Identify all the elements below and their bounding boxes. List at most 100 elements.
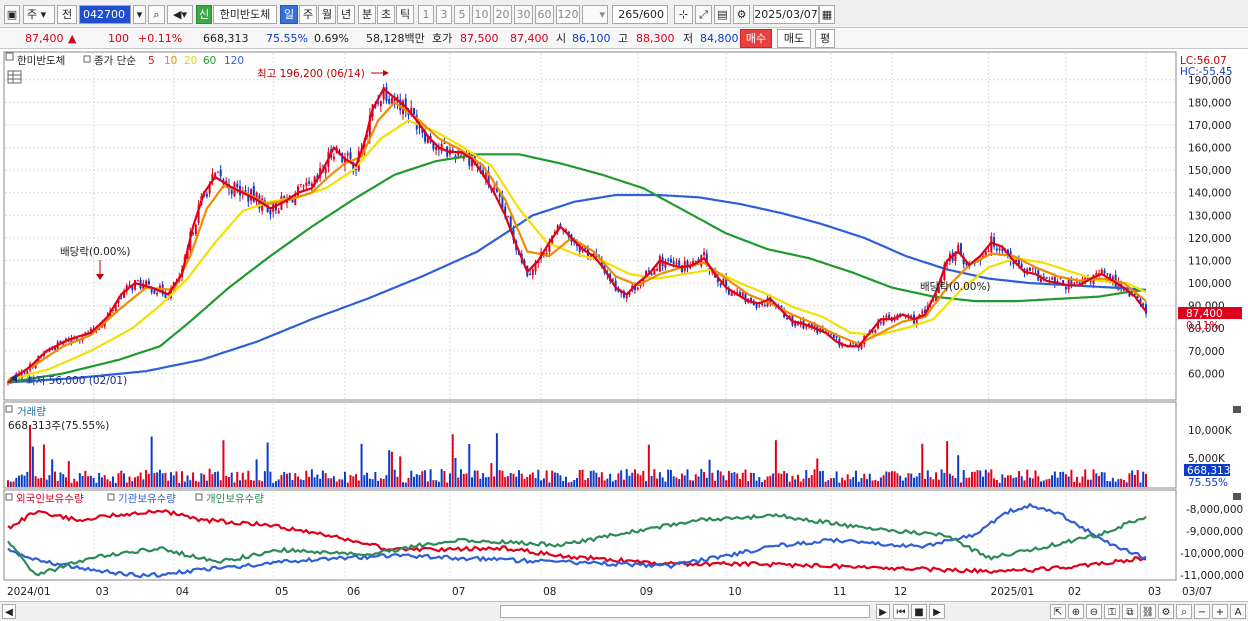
candle-body (1073, 282, 1076, 284)
volume-bar (910, 473, 913, 487)
holdings-close-icon[interactable] (1233, 493, 1241, 500)
scroll-thumb[interactable] (500, 605, 870, 618)
candle-body (493, 187, 496, 190)
volume-bar (468, 444, 471, 487)
plus-icon[interactable]: + (1212, 604, 1228, 619)
count-60[interactable]: 60 (535, 5, 554, 24)
candle-body (979, 260, 982, 262)
volume-bar (1006, 475, 1009, 487)
retail-menu-icon[interactable] (195, 493, 203, 501)
rewind-icon[interactable]: ⏮ (893, 604, 909, 619)
candle-body (1040, 278, 1043, 283)
candle-body (305, 182, 308, 186)
copy-icon[interactable]: ⧉ (1122, 604, 1138, 619)
volume-bar (620, 470, 623, 487)
candle-body (308, 181, 311, 184)
period-tick[interactable]: 틱 (396, 5, 414, 24)
period-month[interactable]: 월 (318, 5, 336, 24)
x-tick-label: 10 (728, 586, 741, 598)
volume-bar (664, 481, 667, 487)
scroll-left-icon[interactable]: ◀ (2, 604, 16, 619)
draw-tool-icon[interactable]: ⤢ (695, 5, 712, 24)
date-input[interactable]: 2025/03/07 (753, 5, 819, 24)
candle-body (53, 347, 56, 350)
save-icon[interactable]: ▤ (714, 5, 731, 24)
zoom-in-icon[interactable]: ⊕ (1068, 604, 1084, 619)
volume-bar (819, 471, 822, 487)
count-1[interactable]: 1 (418, 5, 434, 24)
config-icon[interactable]: ⚙ (1158, 604, 1174, 619)
sell-button[interactable]: 매도 (777, 29, 811, 48)
link-icon[interactable]: ⛓ (1140, 604, 1156, 619)
minus-icon[interactable]: − (1194, 604, 1210, 619)
search-icon[interactable]: ⌕ (148, 5, 165, 24)
code-dropdown-icon[interactable]: ▾ (133, 5, 146, 24)
period-day[interactable]: 일 (280, 5, 298, 24)
zoom-search-icon[interactable]: ⌕ (1176, 604, 1192, 619)
window-icon[interactable]: ▣ (4, 5, 20, 24)
inst-menu-icon[interactable] (107, 493, 115, 501)
volume-menu-icon[interactable] (5, 405, 13, 413)
font-size-icon[interactable]: A (1230, 604, 1246, 619)
scroll-right-icon[interactable]: ▶ (876, 604, 890, 619)
candle-body (647, 270, 650, 272)
volume-bar (517, 470, 520, 487)
gear-icon[interactable]: ⚙ (733, 5, 750, 24)
count-5[interactable]: 5 (454, 5, 470, 24)
volume-bar (849, 479, 852, 487)
volume-bar (186, 475, 189, 487)
volume-bar (106, 479, 109, 487)
stock-chart[interactable]: 한미반도체 종가 단순 5 10 20 60 120 최고 196,200 (0… (0, 50, 1248, 601)
volume-close-icon[interactable] (1233, 406, 1241, 413)
volume-bar (600, 472, 603, 487)
crosshair-icon[interactable]: ⊹ (674, 5, 693, 24)
holdings-menu-icon[interactable] (5, 493, 13, 501)
sound-icon[interactable]: ◀▾ (167, 5, 193, 24)
volume-bar (73, 478, 76, 487)
candle-body (924, 309, 927, 314)
range-input[interactable]: 265/600 (612, 5, 668, 24)
candle-body (1001, 248, 1004, 252)
period-year[interactable]: 년 (337, 5, 355, 24)
market-select[interactable]: 주 ▾ (23, 5, 55, 24)
volume-bar (976, 470, 979, 487)
candle-body (435, 146, 438, 151)
calendar-icon[interactable]: ▦ (819, 5, 835, 24)
buy-button[interactable]: 매수 (740, 29, 772, 48)
zoom-fit-icon[interactable]: ⇱ (1050, 604, 1066, 619)
volume-bar (200, 473, 203, 487)
lock-icon[interactable]: ⚿ (1104, 604, 1120, 619)
volume-bar (1089, 479, 1092, 487)
play-icon[interactable]: ▶ (929, 604, 945, 619)
hc-label: HC:-55.45 (1180, 66, 1233, 78)
candle-body (725, 276, 728, 289)
volume-bar (432, 480, 435, 487)
volume-bar (158, 469, 161, 487)
stock-code-input[interactable]: 042700 (79, 5, 131, 24)
count-20[interactable]: 20 (493, 5, 512, 24)
zoom-out-icon[interactable]: ⊖ (1086, 604, 1102, 619)
count-3[interactable]: 3 (436, 5, 452, 24)
period-minute[interactable]: 분 (358, 5, 376, 24)
count-10[interactable]: 10 (472, 5, 491, 24)
volume-bar (1026, 469, 1029, 487)
count-120[interactable]: 120 (556, 5, 580, 24)
chart-scrollbar[interactable]: ◀ ▶ ⏮ ■ ▶ ⇱ ⊕ ⊖ ⚿ ⧉ ⛓ ⚙ ⌕ − + A (0, 601, 1248, 621)
period-week[interactable]: 주 (299, 5, 317, 24)
count-dropdown-icon[interactable]: ▾ (582, 5, 608, 24)
prev-button[interactable]: 전 (57, 5, 77, 24)
table-icon[interactable] (7, 70, 22, 84)
ma-settings-icon[interactable] (83, 55, 91, 63)
period-second[interactable]: 초 (377, 5, 395, 24)
candle-body (277, 210, 280, 214)
volume-bar (393, 469, 396, 487)
candle-body (424, 131, 427, 142)
volume-bar (896, 473, 899, 487)
count-30[interactable]: 30 (514, 5, 533, 24)
candle-body (128, 284, 131, 288)
eval-button[interactable]: 평 (815, 29, 835, 48)
x-tick-label: 03 (1148, 586, 1161, 598)
stop-icon[interactable]: ■ (911, 604, 927, 619)
bid-price-1: 87,500 (460, 32, 499, 45)
panel-menu-icon[interactable] (5, 52, 14, 61)
